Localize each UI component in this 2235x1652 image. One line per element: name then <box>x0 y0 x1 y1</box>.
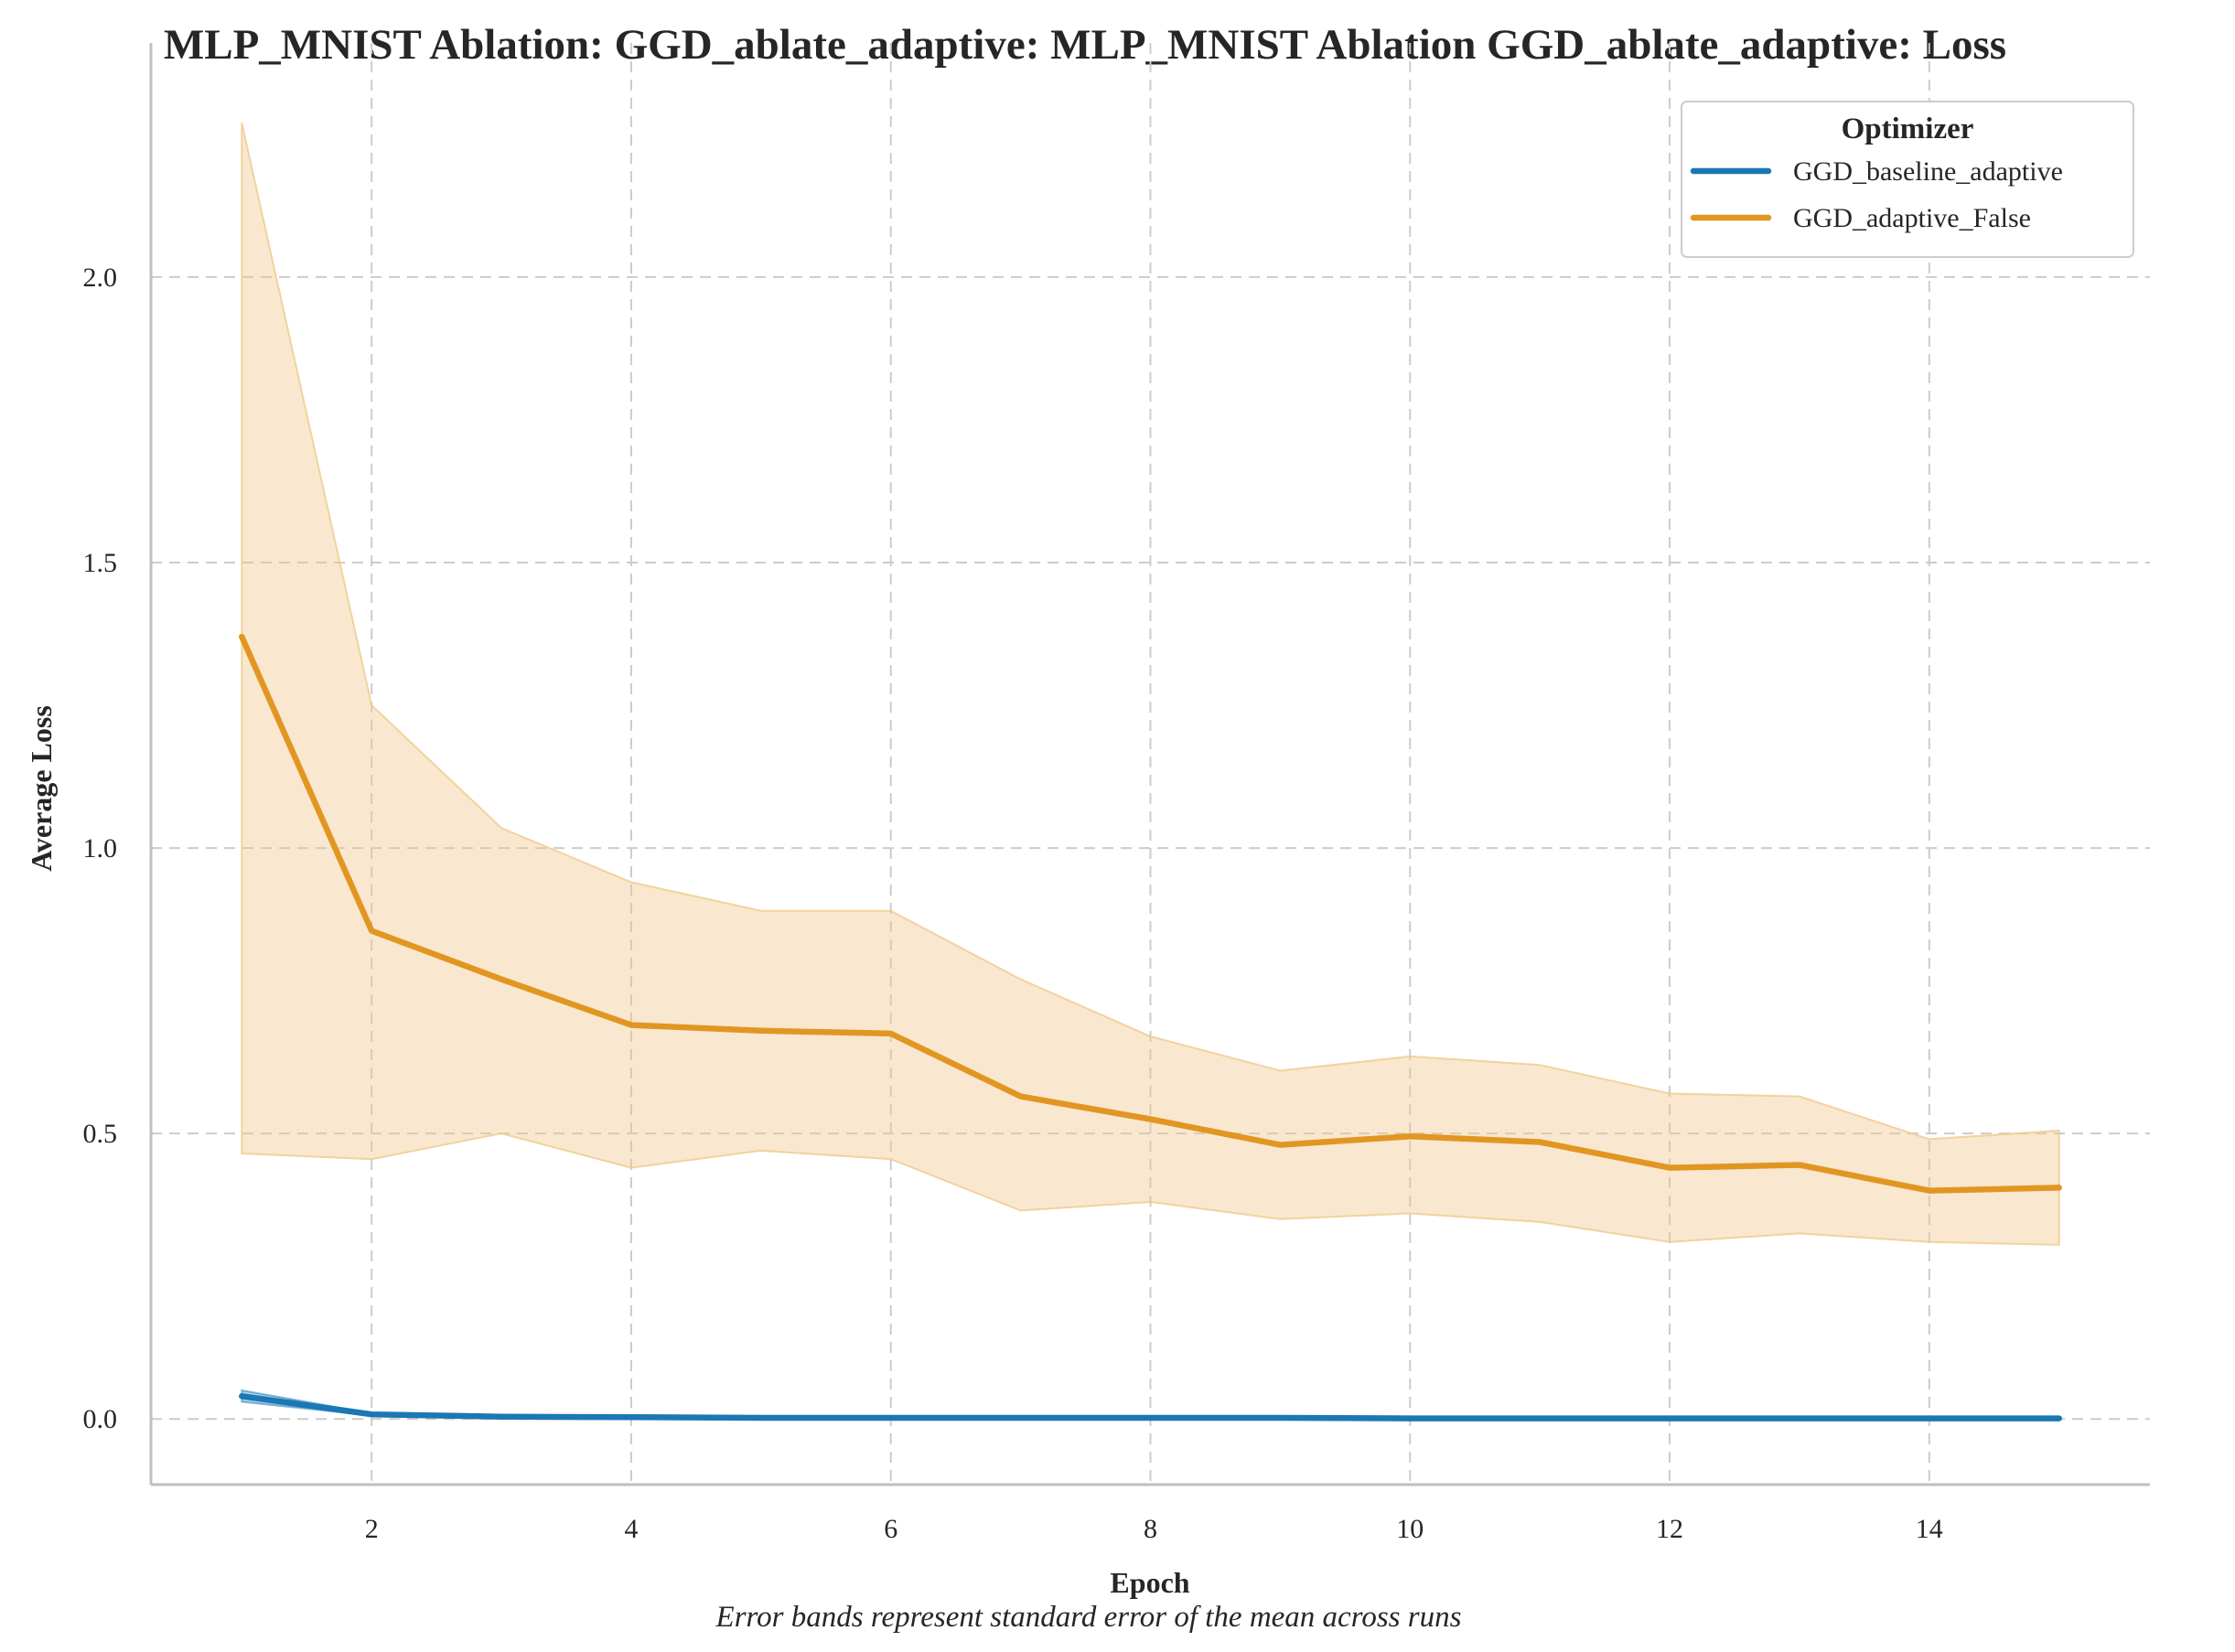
y-axis-label: Average Loss <box>25 705 58 872</box>
series-line-0 <box>239 1393 2062 1421</box>
x-tick-label: 6 <box>884 1514 897 1544</box>
caption: Error bands represent standard error of … <box>715 1601 1462 1634</box>
legend-items: GGD_baseline_adaptive GGD_adaptive_False <box>1690 156 2063 233</box>
y-tick-label: 2.0 <box>83 263 118 293</box>
x-axis-label: Epoch <box>1110 1566 1189 1599</box>
x-tick-label: 8 <box>1144 1514 1157 1544</box>
chart-title: MLP_MNIST Ablation: GGD_ablate_adaptive:… <box>164 21 2006 69</box>
series-line-1 <box>239 633 2062 1194</box>
y-tick-label: 0.0 <box>83 1404 118 1434</box>
legend-label: GGD_baseline_adaptive <box>1793 156 2063 187</box>
x-tick-label: 12 <box>1656 1514 1683 1544</box>
y-tick-label: 1.0 <box>83 833 118 864</box>
x-tick-label: 2 <box>365 1514 379 1544</box>
y-tick-label: 1.5 <box>83 548 118 578</box>
tick-label-layer: 2 4 6 8 10 12 14 0.0 0.5 1.0 1.5 2.0 <box>83 263 1943 1544</box>
axes-spines <box>149 43 2150 1486</box>
legend-title: Optimizer <box>1842 113 1974 145</box>
error-band-1 <box>241 123 2060 1246</box>
series-line-layer <box>239 633 2062 1421</box>
x-tick-label: 4 <box>624 1514 638 1544</box>
x-tick-label: 10 <box>1396 1514 1424 1544</box>
legend-label: GGD_adaptive_False <box>1793 203 2031 233</box>
grid-layer <box>151 43 2150 1485</box>
legend-box <box>1681 101 2134 258</box>
x-tick-label: 14 <box>1916 1514 1943 1544</box>
y-tick-label: 0.5 <box>83 1119 118 1149</box>
legend: Optimizer GGD_baseline_adaptive GGD_adapt… <box>1681 101 2134 258</box>
